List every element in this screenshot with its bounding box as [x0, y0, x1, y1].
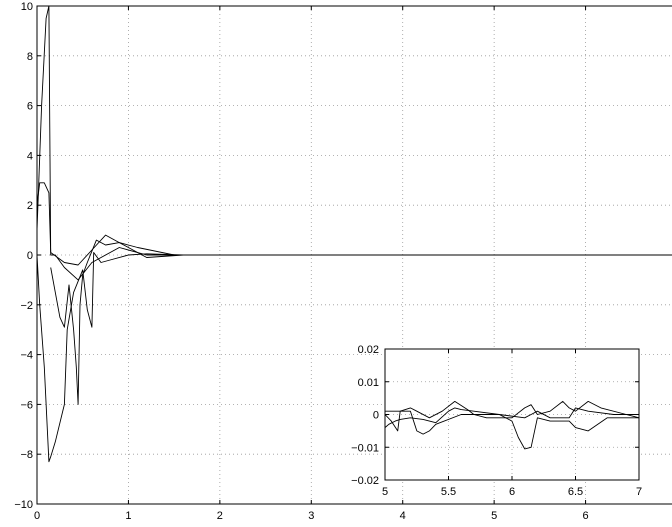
inset-y-tick-label: 0.02 [358, 344, 379, 356]
main-y-tick-label: −8 [20, 449, 33, 461]
main-x-tick-labels: 01234567 [34, 510, 589, 522]
inset-series-line-1 [384, 400, 640, 432]
main-x-tick-label: 6 [583, 510, 589, 522]
inset-y-tick-label: 0 [373, 410, 379, 422]
main-x-tick-label: 0 [34, 510, 40, 522]
main-y-tick-label: 2 [27, 200, 33, 212]
main-x-tick-label: 5 [491, 510, 497, 522]
main-y-tick-label: −4 [20, 350, 33, 362]
inset-x-tick-label: 7 [636, 486, 642, 498]
main-y-tick-label: 4 [27, 150, 33, 162]
main-x-tick-label: 1 [125, 510, 131, 522]
main-y-tick-label: −2 [20, 300, 33, 312]
inset-x-tick-label: 6 [509, 486, 515, 498]
main-y-tick-label: −6 [20, 399, 33, 411]
inset-y-tick-label: −0.02 [351, 475, 379, 487]
main-y-tick-label: −10 [14, 499, 33, 511]
inset-series-line-2 [384, 407, 639, 428]
inset-x-tick-label: 5 [382, 486, 388, 498]
main-series-line-3 [36, 252, 672, 463]
inset-y-tick-label: −0.01 [351, 442, 379, 454]
main-x-tick-label: 3 [308, 510, 314, 522]
inset-y-tick-label: 0.01 [358, 377, 379, 389]
main-series-line-4 [50, 239, 672, 405]
inset-x-tick-labels: 5 5.5 6 6.5 7 [382, 486, 642, 498]
inset-plot: 5 5.5 6 6.5 7 0.02 0.01 0 −0.01 −0.02 [351, 344, 642, 498]
main-series-line-1 [36, 5, 672, 281]
main-y-tick-label: 8 [27, 51, 33, 63]
inset-series-line-3 [385, 410, 639, 450]
inset-x-tick-label: 5.5 [441, 486, 456, 498]
main-series-line-2 [36, 182, 672, 266]
main-y-tick-label: 10 [21, 1, 33, 13]
main-series-group [36, 5, 672, 463]
main-x-tick-label: 2 [217, 510, 223, 522]
main-y-tick-label: 0 [27, 250, 33, 262]
inset-plot-area [385, 349, 639, 480]
main-ticks [36, 5, 587, 505]
main-x-tick-label: 4 [400, 510, 406, 522]
inset-series-group [384, 400, 640, 450]
main-y-tick-labels: 10 8 6 4 2 0 −2 −4 −6 −8 −10 [14, 1, 33, 511]
inset-y-tick-labels: 0.02 0.01 0 −0.01 −0.02 [351, 344, 379, 487]
main-y-tick-label: 6 [27, 101, 33, 113]
inset-ticks [384, 348, 640, 481]
inset-x-tick-label: 6.5 [568, 486, 583, 498]
